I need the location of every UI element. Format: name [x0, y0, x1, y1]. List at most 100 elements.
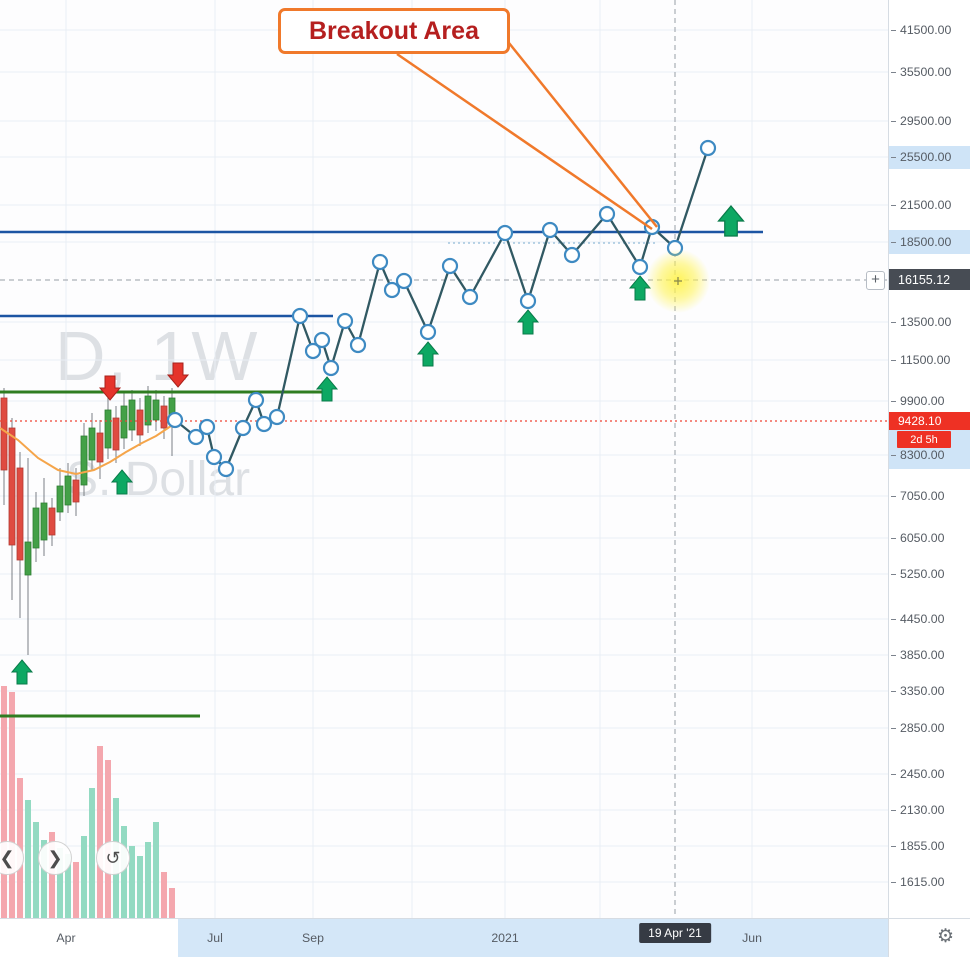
zigzag-vertex[interactable]: [383, 281, 401, 299]
candlestick: [88, 427, 96, 461]
up-arrow-marker[interactable]: [315, 376, 339, 402]
zigzag-vertex[interactable]: [631, 258, 649, 276]
zigzag-vertex[interactable]: [322, 359, 340, 377]
zigzag-vertex[interactable]: [247, 391, 265, 409]
candlestick: [48, 507, 56, 536]
zigzag-vertex[interactable]: [541, 221, 559, 239]
candlestick: [128, 399, 136, 431]
volume-bar: [89, 788, 95, 918]
zigzag-vertex[interactable]: [496, 224, 514, 242]
volume-bar: [129, 846, 135, 918]
zigzag-vertex[interactable]: [268, 408, 286, 426]
candlestick: [56, 485, 64, 513]
zigzag-vertex[interactable]: [699, 139, 717, 157]
volume-bar: [65, 854, 71, 918]
crosshair-price-label: 16155.12: [889, 269, 970, 290]
settings-gear-icon[interactable]: ⚙: [936, 926, 954, 947]
bar-countdown-label: 2d 5h: [897, 431, 951, 448]
breakout-annotation[interactable]: Breakout Area: [278, 8, 510, 54]
up-arrow-marker[interactable]: [10, 659, 34, 685]
up-arrow-marker[interactable]: [516, 309, 540, 335]
zigzag-vertex[interactable]: [304, 342, 322, 360]
ma-line: [0, 420, 179, 476]
zigzag-vertex[interactable]: [598, 205, 616, 223]
zigzag-vertex[interactable]: [166, 411, 184, 429]
time-tick-label: Jul: [207, 931, 223, 945]
last-price-label: 9428.10: [889, 412, 970, 430]
price-tick-label: 3850.00: [891, 648, 944, 662]
replay-button[interactable]: ↺: [96, 841, 130, 875]
time-axis[interactable]: 19 Apr '21 Apr Jul Sep 2021 Jun: [0, 918, 888, 957]
volume-bar: [97, 746, 103, 918]
price-tick-label: 6050.00: [891, 531, 944, 545]
price-axis[interactable]: 16155.12 9428.10 2d 5h 41500.00 35500.00 2…: [888, 0, 970, 918]
zigzag-vertex[interactable]: [205, 448, 223, 466]
zigzag-vertex[interactable]: [563, 246, 581, 264]
volume-bar: [57, 848, 63, 918]
chevron-left-icon: ❮: [0, 848, 15, 868]
candlestick: [136, 409, 144, 436]
candlestick: [0, 397, 8, 471]
candlestick: [144, 395, 152, 426]
price-tick-label: 21500.00: [891, 198, 951, 212]
up-arrow-marker[interactable]: [110, 469, 134, 495]
zigzag-vertex[interactable]: [255, 415, 273, 433]
chart-canvas[interactable]: D, 1W S. Dollar Breakout Area ❮ ❯ ↺: [0, 0, 888, 918]
candlestick: [112, 417, 120, 451]
price-tick-label: 29500.00: [891, 114, 951, 128]
zigzag-vertex[interactable]: [441, 257, 459, 275]
price-tick-label: 2850.00: [891, 721, 944, 735]
zigzag-vertex[interactable]: [519, 292, 537, 310]
volume-bar: [161, 872, 167, 918]
up-arrow-marker[interactable]: [717, 205, 745, 237]
candlestick: [8, 427, 16, 546]
replay-icon: ↺: [105, 848, 121, 868]
volume-bar: [73, 862, 79, 918]
volume-bar: [49, 832, 55, 918]
volume-bar: [25, 800, 31, 918]
price-tick-label: 3350.00: [891, 684, 944, 698]
candlestick: [32, 507, 40, 549]
zigzag-vertex[interactable]: [371, 253, 389, 271]
zigzag-vertex[interactable]: [313, 331, 331, 349]
crosshair-date-label: 19 Apr '21: [639, 923, 711, 943]
down-arrow-marker[interactable]: [98, 375, 122, 401]
chart-svg[interactable]: [0, 0, 888, 918]
volume-bar: [121, 826, 127, 918]
symbol-watermark-line1: D, 1W: [55, 317, 260, 395]
callout-connector-line[interactable]: [396, 52, 653, 231]
price-tick-label: 11500.00: [891, 353, 950, 367]
zigzag-vertex[interactable]: [234, 419, 252, 437]
candlestick: [64, 475, 72, 506]
callout-connector-line[interactable]: [508, 42, 658, 228]
zigzag-vertex[interactable]: [217, 460, 235, 478]
zigzag-vertex[interactable]: [419, 323, 437, 341]
zigzag-vertex[interactable]: [395, 272, 413, 290]
candlestick: [152, 399, 160, 421]
volume-bar: [33, 822, 39, 918]
candlestick: [80, 435, 88, 486]
price-tick-label: 7050.00: [891, 489, 944, 503]
add-order-plus-button[interactable]: +: [866, 271, 885, 290]
price-tick-label: 1855.00: [891, 839, 944, 853]
zigzag-vertex[interactable]: [187, 428, 205, 446]
breakout-annotation-label: Breakout Area: [309, 16, 479, 45]
next-button[interactable]: ❯: [38, 841, 72, 875]
candlestick: [120, 405, 128, 439]
up-arrow-marker[interactable]: [416, 341, 440, 367]
zigzag-vertex[interactable]: [461, 288, 479, 306]
zigzag-vertex[interactable]: [198, 418, 216, 436]
price-tick-label: 41500.00: [891, 23, 951, 37]
candlestick: [104, 409, 112, 449]
time-tick-label: 2021: [491, 931, 519, 945]
price-tick-label: 1615.00: [891, 875, 944, 889]
volume-bar: [81, 836, 87, 918]
zigzag-vertex[interactable]: [349, 336, 367, 354]
zigzag-vertex[interactable]: [336, 312, 354, 330]
volume-bar: [105, 760, 111, 918]
volume-bar: [153, 822, 159, 918]
zigzag-vertex[interactable]: [291, 307, 309, 325]
down-arrow-marker[interactable]: [166, 362, 190, 388]
volume-bar: [41, 840, 47, 918]
